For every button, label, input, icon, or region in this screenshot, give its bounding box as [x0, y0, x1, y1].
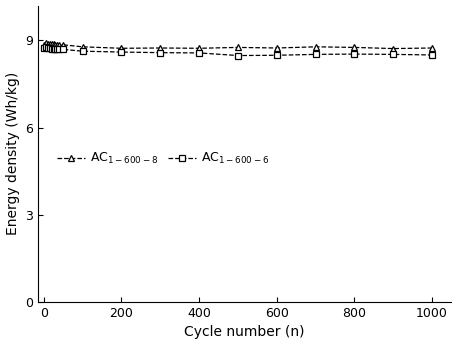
X-axis label: Cycle number (n): Cycle number (n) — [185, 325, 305, 339]
Y-axis label: Energy density (Wh/kg): Energy density (Wh/kg) — [5, 72, 20, 235]
Legend: AC$_{\mathregular{1-600-8}}$, AC$_{\mathregular{1-600-6}}$: AC$_{\mathregular{1-600-8}}$, AC$_{\math… — [53, 146, 274, 171]
